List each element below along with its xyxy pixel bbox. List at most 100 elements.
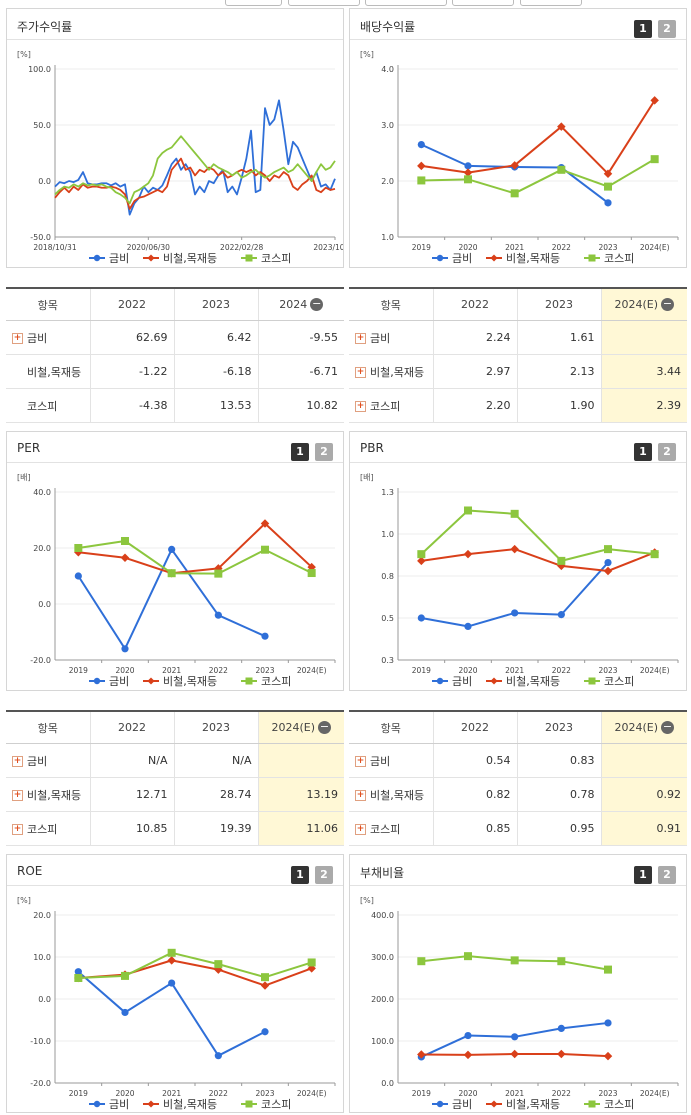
- table-cell: 0.78: [516, 777, 601, 812]
- table-row: + 코스피 10.85 19.39 11.06: [6, 811, 344, 846]
- table-header-year: 2022: [89, 287, 174, 321]
- row-label[interactable]: + 비철,목재등: [349, 777, 433, 812]
- header-label: 2023: [545, 298, 573, 311]
- y-unit-label: [배]: [360, 473, 374, 482]
- data-point-nonferrous-wood: [603, 566, 613, 576]
- row-label[interactable]: + 금비: [6, 743, 90, 778]
- tab-2[interactable]: 2: [658, 20, 676, 38]
- x-tick-label: 2020: [458, 1089, 477, 1098]
- data-point-kospi: [650, 550, 659, 559]
- data-point-kospi: [417, 550, 426, 559]
- expand-plus-icon[interactable]: +: [355, 790, 366, 801]
- x-tick-label: 2020: [458, 243, 477, 252]
- header-label: 2024(E): [614, 297, 659, 311]
- data-point-nonferrous-wood: [557, 1049, 566, 1059]
- expand-plus-icon[interactable]: +: [12, 333, 23, 344]
- data-point-geumbi: [604, 558, 612, 567]
- tab-1[interactable]: 1: [291, 443, 309, 461]
- toolbar-button[interactable]: [520, 0, 582, 6]
- tab-2[interactable]: 2: [315, 866, 333, 884]
- toolbar-button[interactable]: [365, 0, 447, 6]
- toolbar-button[interactable]: [225, 0, 282, 6]
- expand-plus-icon[interactable]: +: [12, 756, 23, 767]
- legend-label-geumbi: 금비: [452, 675, 472, 688]
- legend-marker: [588, 254, 596, 262]
- row-name: 금비: [370, 754, 391, 768]
- toolbar-button[interactable]: [452, 0, 514, 6]
- row-name: 코스피: [370, 399, 401, 413]
- collapse-icon[interactable]: −: [661, 720, 675, 735]
- expand-plus-icon[interactable]: +: [355, 401, 366, 412]
- row-label[interactable]: + 비철,목재등: [6, 777, 90, 812]
- row-label[interactable]: + 금비: [349, 320, 433, 355]
- table-cell: N/A: [173, 743, 258, 778]
- row-name: 금비: [27, 754, 48, 768]
- data-point-geumbi: [557, 1024, 565, 1032]
- expand-plus-icon[interactable]: +: [355, 333, 366, 344]
- collapse-icon[interactable]: −: [310, 297, 324, 312]
- table-row: + 금비 62.69 6.42 -9.55: [6, 320, 344, 355]
- row-name: 코스피: [27, 399, 58, 413]
- tab-2[interactable]: 2: [658, 443, 676, 461]
- data-point-kospi: [214, 960, 223, 969]
- data-point-nonferrous-wood: [120, 553, 130, 563]
- expand-plus-icon[interactable]: +: [12, 790, 23, 801]
- expand-plus-icon[interactable]: +: [355, 367, 366, 378]
- expand-plus-icon[interactable]: +: [355, 824, 366, 835]
- table-cell: 0.54: [432, 743, 517, 778]
- x-tick-label: 2021: [505, 1089, 524, 1098]
- data-point-geumbi: [604, 1019, 612, 1027]
- table-cell: 13.53: [173, 388, 258, 423]
- data-point-kospi: [464, 506, 472, 515]
- row-label[interactable]: + 금비: [6, 320, 90, 355]
- collapse-icon[interactable]: −: [661, 297, 675, 312]
- tab-2[interactable]: 2: [315, 443, 333, 461]
- legend-label-nonferrous-wood: 비철,목재등: [506, 252, 560, 265]
- expand-plus-icon[interactable]: +: [355, 756, 366, 767]
- table-cell: 0.92: [600, 777, 687, 812]
- data-point-nonferrous-wood: [260, 981, 270, 990]
- tab-1[interactable]: 1: [291, 866, 309, 884]
- data-point-nonferrous-wood: [260, 519, 270, 528]
- stock-return-chart: [%] -50.0 0.0 50.0 100.0 2018/10/31 2020/06/30…: [17, 50, 343, 265]
- data-point-kospi: [604, 965, 612, 974]
- table-row: 비철,목재등 -1.22 -6.18 -6.71: [6, 354, 344, 389]
- expand-plus-icon[interactable]: +: [12, 824, 23, 835]
- legend-marker: [93, 677, 101, 685]
- y-unit-label: [%]: [17, 896, 31, 905]
- data-point-geumbi: [121, 645, 129, 653]
- tab-1[interactable]: 1: [634, 443, 652, 461]
- tab-2[interactable]: 2: [658, 866, 676, 884]
- row-label[interactable]: + 코스피: [6, 811, 90, 846]
- data-point-nonferrous-wood: [650, 96, 659, 105]
- legend-marker: [588, 677, 596, 685]
- table-cell: N/A: [89, 743, 174, 778]
- toolbar-button[interactable]: [288, 0, 360, 6]
- header-label: 항목: [380, 298, 401, 312]
- table-cell: 0.95: [516, 811, 601, 846]
- x-tick-label: 2022: [552, 666, 571, 675]
- tab-1[interactable]: 1: [634, 20, 652, 38]
- data-point-geumbi: [417, 141, 425, 149]
- data-point-kospi: [417, 957, 426, 966]
- legend-marker: [588, 1100, 596, 1108]
- row-label[interactable]: + 비철,목재등: [349, 354, 433, 389]
- data-point-kospi: [261, 973, 269, 982]
- row-label[interactable]: + 코스피: [349, 388, 433, 423]
- data-point-nonferrous-wood: [603, 1051, 613, 1061]
- tab-1[interactable]: 1: [634, 866, 652, 884]
- y-tick-label: 0.5: [381, 614, 394, 623]
- x-tick-label: 2022/02/28: [220, 243, 263, 252]
- y-tick-label: 1.0: [381, 530, 394, 539]
- collapse-icon[interactable]: −: [318, 720, 332, 735]
- row-label[interactable]: + 금비: [349, 743, 433, 778]
- y-unit-label: [%]: [360, 50, 374, 59]
- legend-label-geumbi: 금비: [109, 675, 129, 688]
- series-line-nonferrous-wood: [78, 522, 313, 575]
- row-name: 코스피: [370, 822, 401, 836]
- stock-return-panel: 주가수익률 [%] -50.0 0.0 50.0 100.0 2018/10/31 2020…: [6, 8, 344, 268]
- row-label[interactable]: + 코스피: [349, 811, 433, 846]
- panel-title: 배당수익률: [360, 20, 416, 34]
- x-tick-label: 2020: [115, 666, 134, 675]
- y-tick-label: 0.0: [38, 600, 51, 609]
